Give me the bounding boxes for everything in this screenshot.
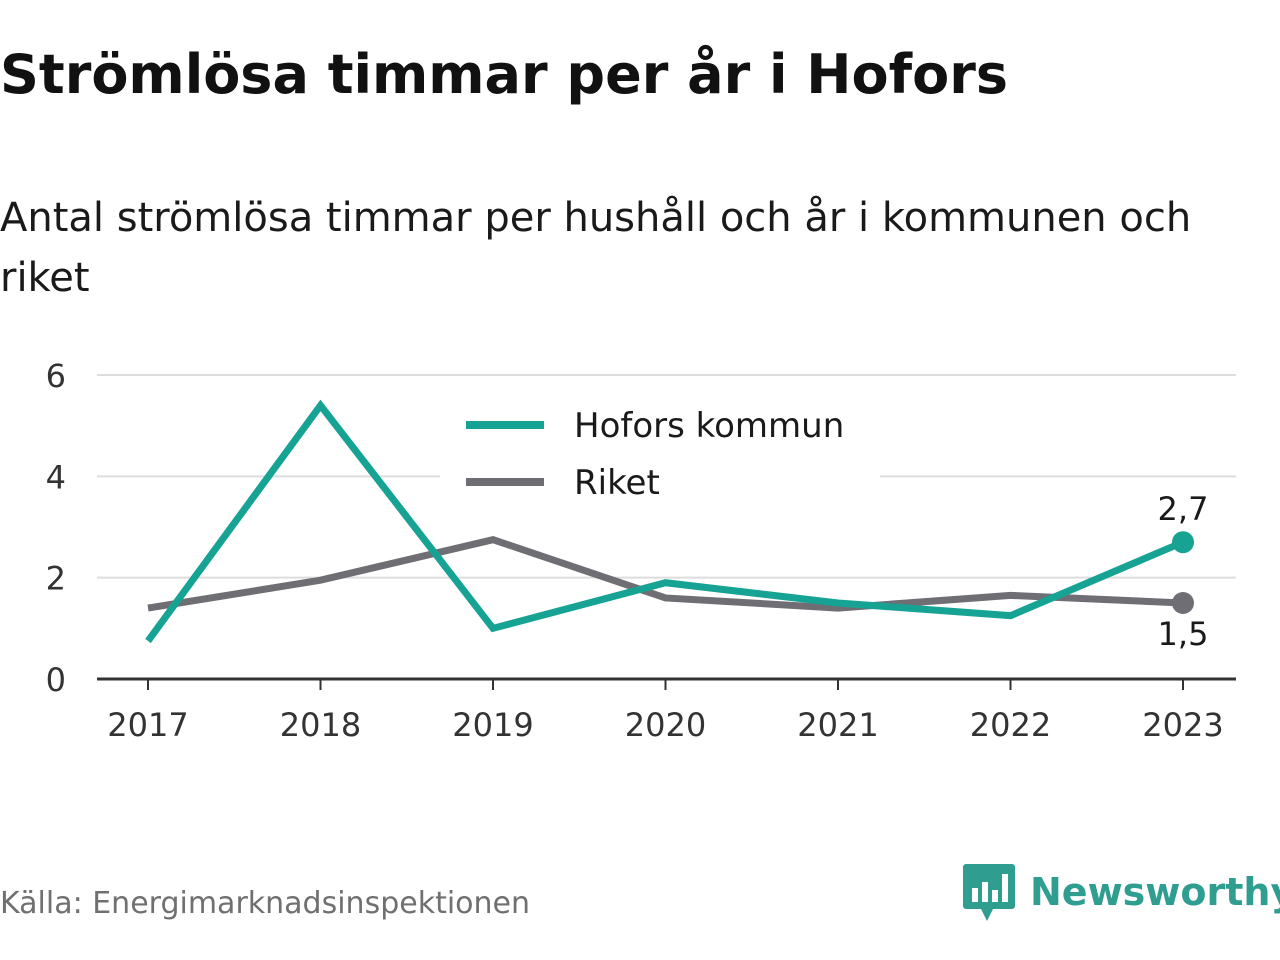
legend-label: Hofors kommun xyxy=(574,406,844,446)
line-chart: 0 2 4 6 2017 2018 2019 2020 2021 2022 2023 Hofors … xyxy=(46,357,1236,744)
newsworthy-logo-icon xyxy=(963,864,1015,921)
y-tick-label: 0 xyxy=(46,661,66,699)
end-value-label: 2,7 xyxy=(1158,490,1209,528)
source-note: Källa: Energimarknadsinspektionen xyxy=(0,886,531,921)
legend-label: Riket xyxy=(574,463,660,503)
axes: 0 2 4 6 2017 2018 2019 2020 2021 2022 2023 xyxy=(46,357,1236,744)
end-point-marker xyxy=(1172,592,1194,614)
legend: Hofors kommun Riket xyxy=(440,392,880,510)
legend-background xyxy=(440,392,880,510)
brand-logo: Newsworthy xyxy=(962,862,1280,922)
series-line xyxy=(145,399,1185,644)
x-tick-label: 2023 xyxy=(1142,706,1223,744)
end-point-marker xyxy=(1172,531,1194,554)
x-tick-label: 2022 xyxy=(970,706,1051,744)
x-tick-label: 2017 xyxy=(107,706,188,744)
series-lines xyxy=(145,399,1194,644)
data-labels: 2,7 1,5 xyxy=(1158,490,1209,653)
series-line xyxy=(147,536,1184,612)
x-tick-label: 2020 xyxy=(625,706,706,744)
brand-name: Newsworthy xyxy=(1030,870,1280,914)
x-tick-label: 2018 xyxy=(280,706,361,744)
chart-title: Strömlösa timmar per år i Hofors xyxy=(0,43,1008,106)
x-tick-label: 2019 xyxy=(452,706,533,744)
y-tick-label: 6 xyxy=(46,357,66,395)
end-value-label: 1,5 xyxy=(1158,615,1209,653)
y-tick-label: 4 xyxy=(46,458,66,496)
y-tick-label: 2 xyxy=(46,560,66,598)
x-tick-label: 2021 xyxy=(797,706,878,744)
chart-subtitle: Antal strömlösa timmar per hushåll och å… xyxy=(0,195,1192,301)
